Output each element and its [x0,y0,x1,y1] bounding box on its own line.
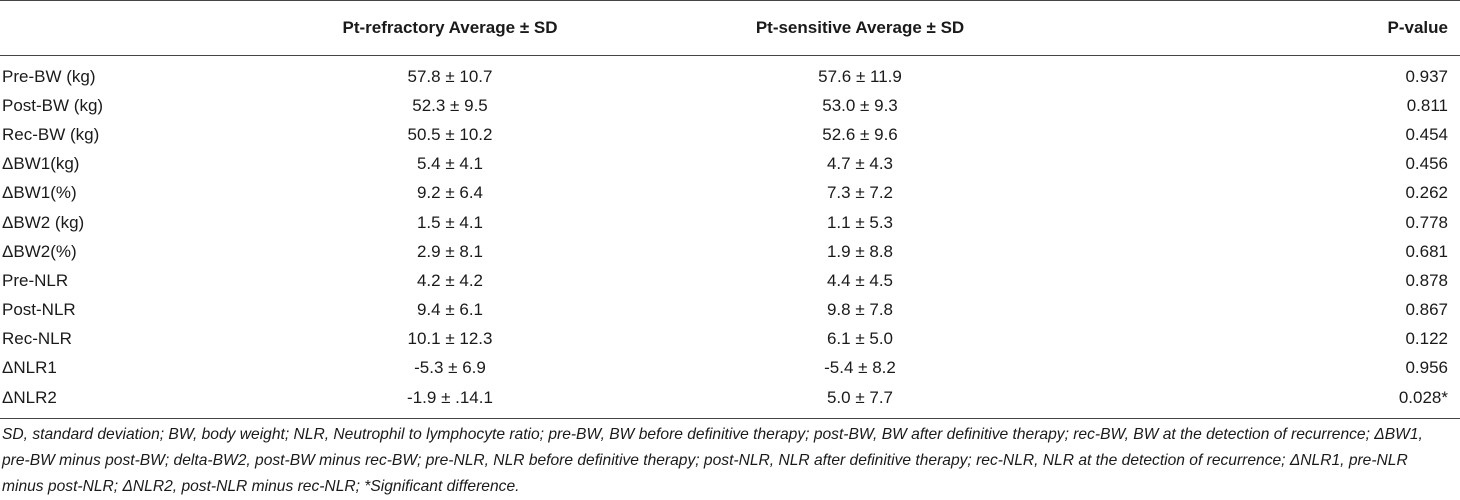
refractory-value: -1.9 ± .14.1 [250,383,650,420]
table-row: Post-NLR 9.4 ± 6.1 9.8 ± 7.8 0.867 [0,296,1460,325]
header-p-value: P-value [1070,0,1460,56]
refractory-value: 4.2 ± 4.2 [416,270,484,290]
row-label: Pre-BW (kg) [2,66,96,86]
refractory-value: 9.4 ± 6.1 [416,300,484,320]
p-value: 0.122 [1405,329,1448,349]
table-row: ΔBW1(%) 9.2 ± 6.4 7.3 ± 7.2 0.262 [0,179,1460,208]
row-label: ΔBW2(%) [2,241,77,261]
table-body: Pre-BW (kg) 57.8 ± 10.7 57.6 ± 11.9 0.93… [0,56,1460,420]
p-value: 0.028* [1070,383,1460,420]
refractory-value: 50.5 ± 10.2 [407,124,493,144]
refractory-value: 5.4 ± 4.1 [416,154,484,174]
refractory-value: 57.8 ± 10.7 [407,66,493,86]
row-label: ΔNLR2 [0,383,250,420]
sensitive-value: 9.8 ± 7.8 [826,300,894,320]
header-variable [0,0,250,56]
table-row: ΔBW2 (kg) 1.5 ± 4.1 1.1 ± 5.3 0.778 [0,208,1460,237]
sensitive-value: 6.1 ± 5.0 [826,329,894,349]
row-label: Post-BW (kg) [2,95,104,115]
refractory-value: 1.5 ± 4.1 [416,212,484,232]
header-pt-sensitive: Pt-sensitive Average ± SD [650,0,1070,56]
refractory-value: 52.3 ± 9.5 [412,95,488,115]
row-label: ΔBW2 (kg) [2,212,85,232]
p-value: 0.454 [1405,124,1448,144]
header-row: Pt-refractory Average ± SD Pt-sensitive … [0,0,1460,56]
table-row: Rec-BW (kg) 50.5 ± 10.2 52.6 ± 9.6 0.454 [0,120,1460,149]
row-label: Post-NLR [2,300,76,320]
table-row: Pre-BW (kg) 57.8 ± 10.7 57.6 ± 11.9 0.93… [0,56,1460,92]
table-header: Pt-refractory Average ± SD Pt-sensitive … [0,0,1460,56]
p-value: 0.456 [1405,154,1448,174]
sensitive-value: 5.0 ± 7.7 [650,383,1070,420]
data-table-container: Pt-refractory Average ± SD Pt-sensitive … [0,0,1460,420]
p-value: 0.811 [1406,95,1448,115]
sensitive-value: 1.1 ± 5.3 [826,212,894,232]
sensitive-value: 4.7 ± 4.3 [826,154,894,174]
table-row: ΔBW1(kg) 5.4 ± 4.1 4.7 ± 4.3 0.456 [0,150,1460,179]
table-row: Post-BW (kg) 52.3 ± 9.5 53.0 ± 9.3 0.811 [0,91,1460,120]
refractory-value: 9.2 ± 6.4 [416,183,484,203]
sensitive-value: -5.4 ± 8.2 [824,358,896,378]
table-row: ΔNLR2 -1.9 ± .14.1 5.0 ± 7.7 0.028* [0,383,1460,420]
refractory-value: -5.3 ± 6.9 [414,358,486,378]
p-value: 0.778 [1405,212,1448,232]
row-label: ΔNLR1 [2,358,57,378]
row-label: Rec-BW (kg) [2,124,100,144]
row-label: ΔBW1(kg) [2,154,80,174]
row-label: Rec-NLR [2,329,72,349]
p-value: 0.681 [1405,241,1448,261]
row-label: Pre-NLR [2,270,69,290]
table-row: ΔBW2(%) 2.9 ± 8.1 1.9 ± 8.8 0.681 [0,237,1460,266]
sensitive-value: 1.9 ± 8.8 [826,241,894,261]
sensitive-value: 57.6 ± 11.9 [818,66,902,86]
table-footnote: SD, standard deviation; BW, body weight;… [2,425,1423,495]
comparison-table: Pt-refractory Average ± SD Pt-sensitive … [0,0,1460,420]
refractory-value: 2.9 ± 8.1 [416,241,484,261]
refractory-value: 10.1 ± 12.3 [407,329,493,349]
row-label: ΔBW1(%) [2,183,77,203]
sensitive-value: 52.6 ± 9.6 [822,124,898,144]
sensitive-value: 4.4 ± 4.5 [826,270,894,290]
p-value: 0.956 [1405,358,1448,378]
sensitive-value: 53.0 ± 9.3 [822,95,898,115]
table-row: Pre-NLR 4.2 ± 4.2 4.4 ± 4.5 0.878 [0,266,1460,295]
p-value: 0.937 [1405,66,1448,86]
table-row: ΔNLR1 -5.3 ± 6.9 -5.4 ± 8.2 0.956 [0,354,1460,383]
p-value: 0.262 [1405,183,1448,203]
p-value: 0.878 [1405,270,1448,290]
header-pt-refractory: Pt-refractory Average ± SD [250,0,650,56]
table-row: Rec-NLR 10.1 ± 12.3 6.1 ± 5.0 0.122 [0,325,1460,354]
sensitive-value: 7.3 ± 7.2 [826,183,894,203]
p-value: 0.867 [1405,300,1448,320]
